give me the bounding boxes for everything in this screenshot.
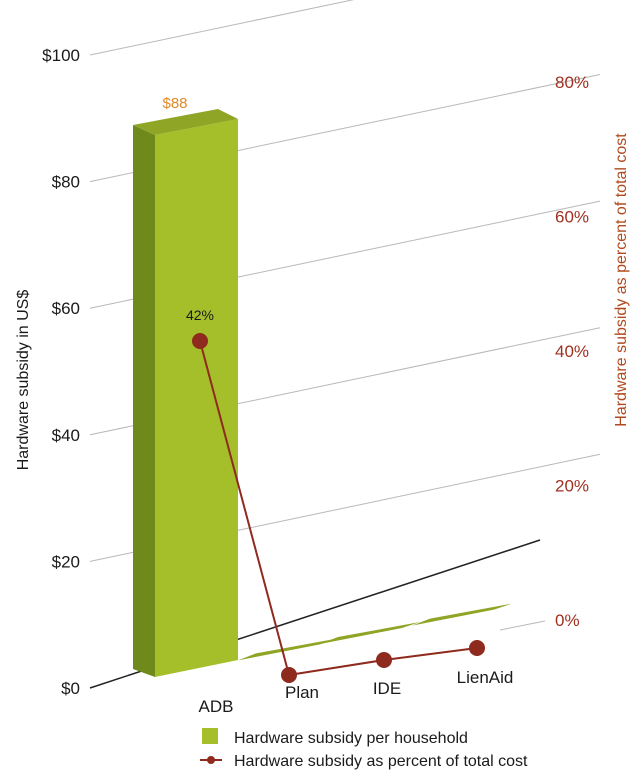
category-label-lienaid: LienAid [457,668,514,687]
category-label-adb: ADB [199,697,234,716]
gridline-100 [89,0,355,56]
bar-side-adb [133,124,155,677]
percent-point-adb [192,333,208,349]
bars [133,108,512,677]
bar-adb [155,118,238,677]
percent-point-plan [281,667,297,683]
y-tick-40: $40 [52,426,80,445]
y2-tick-60: 60% [555,208,589,227]
legend-line-label: Hardware subsidy as percent of total cos… [234,753,528,770]
legend-bar-swatch [202,728,218,744]
y2-tick-40: 40% [555,342,589,361]
y-tick-20: $20 [52,552,80,571]
y2-tick-0: 0% [555,611,580,630]
right-zero-gridline [499,620,546,631]
category-labels: ADB Plan IDE LienAid [199,668,514,716]
category-label-plan: Plan [285,683,319,702]
y-tick-0: $0 [61,679,80,698]
left-axis-ticks: $0 $20 $40 $60 $80 $100 [42,46,80,698]
bar-lienaid [412,603,512,626]
data-labels: $88 42% [162,95,214,323]
y-tick-100: $100 [42,46,80,65]
y-axis-title: Hardware subsidy in US$ [15,290,32,471]
y-tick-80: $80 [52,173,80,192]
legend: Hardware subsidy per household Hardware … [200,728,528,770]
bar-ide [320,622,420,644]
y2-tick-20: 20% [555,477,589,496]
percent-line-path [199,340,478,677]
bar-top-adb [133,108,238,135]
bar-value-label-adb: $88 [162,95,187,112]
percent-line [192,333,485,683]
bar-plan [238,638,338,661]
y2-axis-title: Hardware subsidy as percent of total cos… [613,133,630,427]
percent-point-ide [376,652,392,668]
legend-bar-label: Hardware subsidy per household [234,730,468,747]
percent-value-label-adb: 42% [186,307,214,323]
right-axis-ticks: 0% 20% 40% 60% 80% [555,73,589,630]
y2-tick-80: 80% [555,73,589,92]
percent-point-lienaid [469,640,485,656]
category-label-ide: IDE [373,679,401,698]
y-tick-60: $60 [52,299,80,318]
legend-line-marker [207,756,215,764]
